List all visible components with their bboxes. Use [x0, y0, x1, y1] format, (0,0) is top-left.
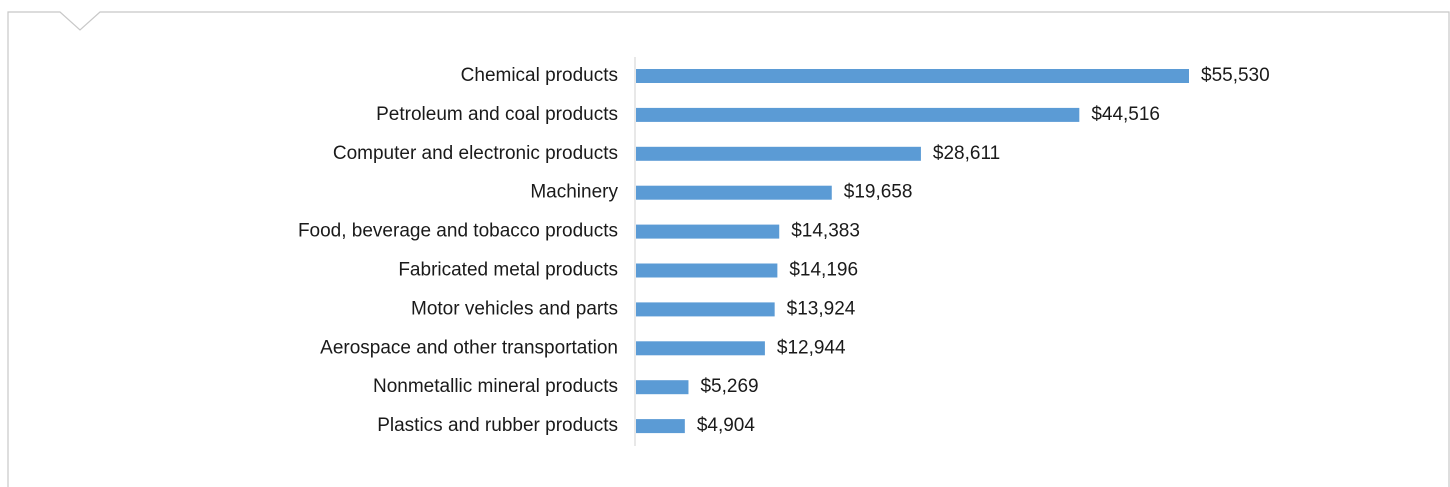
value-label: $5,269 — [700, 376, 758, 397]
bar — [636, 224, 780, 239]
bar — [636, 419, 685, 434]
bar-row: Food, beverage and tobacco products $14,3… — [298, 221, 860, 242]
bars-layer: Chemical products $55,530 Petroleum and co… — [298, 65, 1270, 436]
panel-border — [7, 11, 1450, 487]
category-label: Petroleum and coal products — [376, 104, 618, 125]
bar — [636, 263, 778, 278]
value-label: $4,904 — [697, 415, 756, 436]
bar-row: Computer and electronic products $28,611 — [333, 143, 1000, 164]
bar-row: Plastics and rubber products $4,904 — [377, 415, 755, 436]
category-label: Fabricated metal products — [398, 260, 618, 281]
bar — [636, 185, 832, 200]
bar — [636, 69, 1189, 83]
value-label: $19,658 — [844, 182, 913, 203]
category-label: Machinery — [530, 182, 618, 203]
value-label: $44,516 — [1091, 104, 1160, 125]
category-label: Nonmetallic mineral products — [373, 376, 618, 397]
bar — [636, 380, 689, 395]
bar — [636, 302, 775, 317]
value-label: $14,196 — [789, 260, 858, 281]
value-label: $14,383 — [791, 221, 860, 242]
category-label: Food, beverage and tobacco products — [298, 221, 618, 242]
category-label: Chemical products — [461, 65, 618, 86]
bar-row: Fabricated metal products $14,196 — [398, 260, 858, 281]
bar — [636, 146, 921, 161]
bar-row: Aerospace and other transportation $12,94… — [320, 337, 846, 358]
value-label: $55,530 — [1201, 65, 1270, 86]
category-label: Aerospace and other transportation — [320, 337, 618, 358]
value-label: $28,611 — [933, 143, 1000, 164]
bar-row: Nonmetallic mineral products $5,269 — [373, 376, 759, 397]
value-label: $12,944 — [777, 337, 846, 358]
bar-row: Machinery $19,658 — [530, 182, 912, 203]
bar — [636, 341, 765, 356]
bar-row: Chemical products $55,530 — [461, 65, 1270, 86]
value-label: $13,924 — [787, 298, 856, 319]
bar-row: Petroleum and coal products $44,516 — [376, 104, 1160, 125]
category-label: Plastics and rubber products — [377, 415, 618, 436]
bar-row: Motor vehicles and parts $13,924 — [411, 298, 856, 319]
category-label: Computer and electronic products — [333, 143, 618, 164]
bar — [636, 107, 1080, 122]
category-label: Motor vehicles and parts — [411, 298, 618, 319]
